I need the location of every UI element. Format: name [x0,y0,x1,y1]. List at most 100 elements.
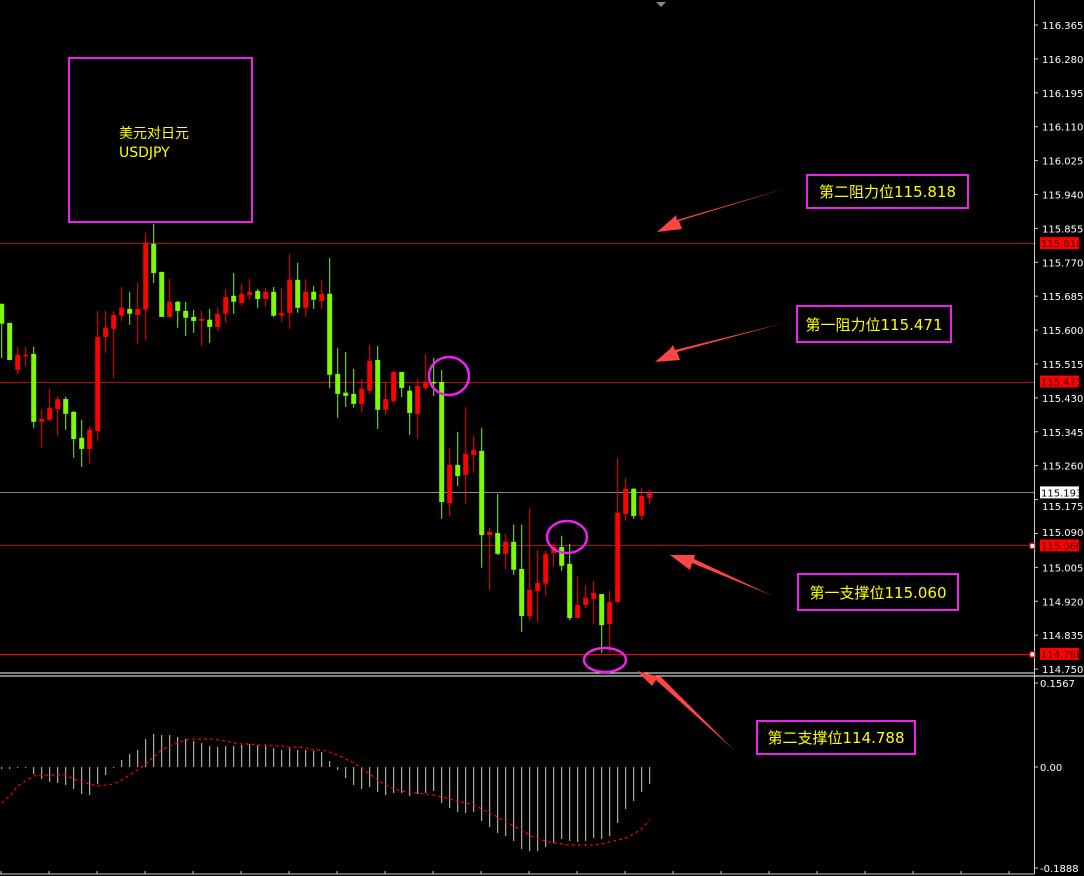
candle [527,508,533,621]
candle [311,285,317,309]
candle-body [271,291,277,316]
resistance-1-label: 第一阻力位115.471 [796,305,952,343]
price-tag-bg [1040,375,1079,388]
candle-body [167,301,173,317]
price-tick-label: 115.430 [1042,394,1083,405]
resistance-2-label: 第二阻力位115.818 [806,174,969,209]
candle-body [119,307,125,316]
candle [215,307,221,331]
price-tick-label: 116.025 [1042,157,1083,168]
candle-body [327,293,333,375]
candle-body [471,449,477,455]
candle [583,584,589,609]
candle-body [431,381,437,384]
candle-body [631,488,637,516]
candle [183,301,189,337]
price-tick-label: 115.090 [1042,528,1083,539]
candle [495,493,501,556]
candle [447,447,453,516]
candle-body [39,419,45,422]
candle-body [95,336,101,431]
candle [151,224,157,284]
support-1-label: 第一支撑位115.060 [797,573,959,611]
price-tick-label: 114.750 [1042,665,1083,676]
candle-body [311,291,317,300]
candle [127,291,133,325]
price-tick-label: 115.175 [1042,502,1083,513]
candle [239,283,245,306]
candle-body [295,279,301,308]
candle [7,322,13,360]
candle-body [591,592,597,599]
candle-body [599,594,605,626]
candle [575,575,581,619]
symbol-title-box: 美元对日元 USDJPY [68,57,253,223]
scroll-marker-icon[interactable] [656,2,666,7]
candle [639,488,645,520]
candle-body [335,373,341,394]
candle [31,346,37,428]
candle [343,352,349,408]
candle [47,388,53,422]
candle-body [343,392,349,396]
candle-body [63,399,69,414]
signal-line [1,738,651,846]
price-tag: 115.818 [1040,237,1082,250]
candle [455,431,461,487]
candle-body [575,604,581,619]
candle-body [263,291,269,299]
price-tag: 115.471 [1040,375,1082,389]
candle-body [639,495,645,516]
candle [423,354,429,390]
level-handle-icon[interactable] [1029,542,1036,549]
candle [23,346,29,366]
price-tag: 115.060 [1029,539,1082,552]
candle [375,346,381,429]
candle [351,368,357,408]
candle-body [79,437,85,449]
candle-body [159,271,165,317]
macd-tick-label: 0.1567 [1040,679,1075,690]
support-2-label: 第二支撑位114.788 [756,720,916,755]
candle [175,300,181,328]
candle [119,287,125,321]
candle [415,378,421,439]
price-tick-label: 115.515 [1042,360,1083,371]
candle [391,370,397,404]
candle-body [127,308,133,314]
candle [135,283,141,345]
candle-body [351,393,357,404]
price-tick-label: 115.345 [1042,428,1083,439]
candle [247,279,253,300]
level-handle-icon[interactable] [1029,651,1036,658]
candle [231,273,237,314]
price-tick-label: 116.280 [1042,55,1083,66]
candle-body [247,291,253,295]
candle-body [287,279,293,313]
candle [319,279,325,309]
candle [279,287,285,322]
candle [95,310,101,441]
candle-body [455,464,461,477]
candle [399,371,405,398]
candle-body [607,602,613,624]
candle-body [319,293,325,301]
candle-body [495,533,501,554]
candle-body [527,589,533,617]
candle-body [207,319,213,327]
candle [295,262,301,313]
price-tag: 115.193 [1040,486,1082,499]
candle-body [0,303,5,324]
arrow-icon [657,188,787,232]
candle-body [511,541,517,570]
price-tag-label: 115.060 [1041,541,1082,552]
candle-body [519,568,525,617]
candle-body [415,385,421,414]
candle [255,289,261,308]
price-tick-label: 115.855 [1042,224,1083,235]
candle-body [383,399,389,410]
candle-body [583,597,589,605]
candle-body [479,450,485,536]
candle-body [447,464,453,504]
